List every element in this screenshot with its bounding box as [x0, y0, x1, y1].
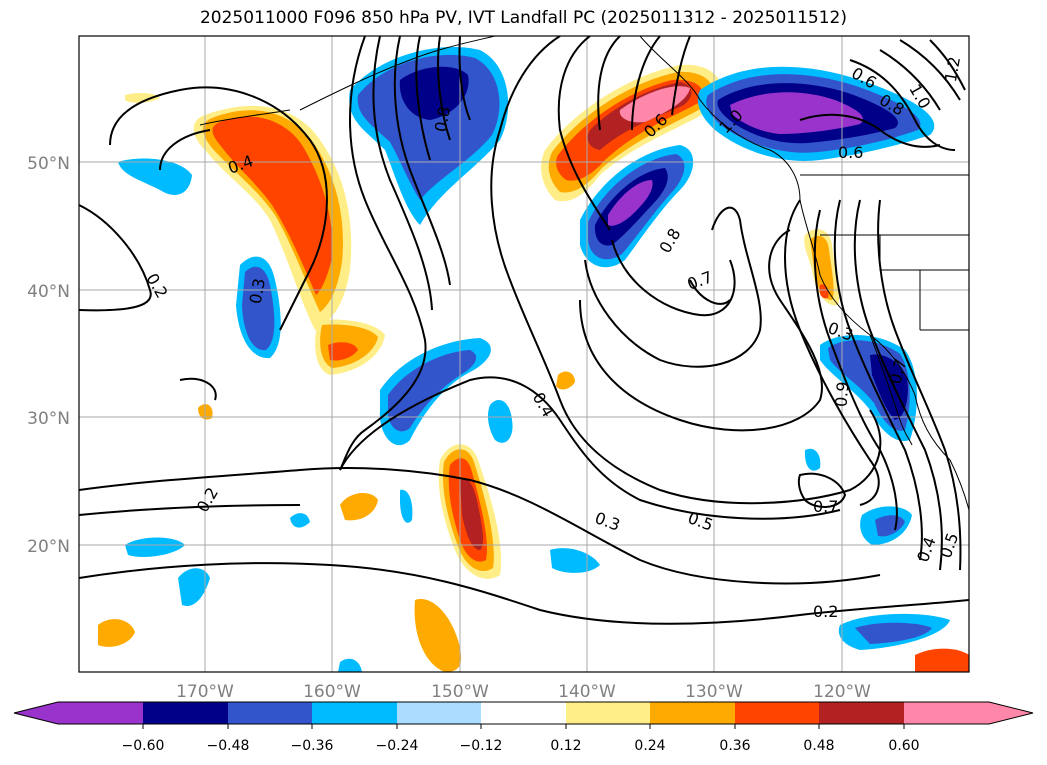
- map-title: 2025011000 F096 850 hPa PV, IVT Landfall…: [199, 8, 847, 28]
- lat-label-40n: 40°N: [27, 282, 70, 302]
- lat-tick-labels: 50°N 40°N 30°N 20°N: [27, 154, 70, 557]
- contour-label: 0.9: [831, 381, 852, 408]
- lat-label-20n: 20°N: [27, 537, 70, 557]
- contour-label: 0.2: [813, 602, 838, 621]
- contour-label: 0.3: [246, 277, 269, 305]
- colorbar-seg: [397, 702, 481, 724]
- lon-label-160w: 160°W: [303, 682, 361, 702]
- colorbar-seg: [58, 702, 143, 724]
- colorbar-extend-low: [14, 702, 58, 724]
- colorbar: −0.60 −0.48 −0.36 −0.24 −0.12 0.12 0.24 …: [13, 701, 1034, 754]
- lon-label-120w: 120°W: [813, 682, 871, 702]
- colorbar-tick-label: −0.12: [460, 738, 503, 754]
- contour-label: 0.8: [431, 105, 454, 133]
- colorbar-tick-label: −0.60: [122, 738, 165, 754]
- lon-label-130w: 130°W: [685, 682, 743, 702]
- lat-label-50n: 50°N: [27, 154, 70, 174]
- contour-label: 1.2: [941, 55, 964, 83]
- lon-tick-labels: 170°W 160°W 150°W 140°W 130°W 120°W: [176, 682, 871, 702]
- colorbar-seg: [904, 702, 989, 724]
- colorbar-tick-label: 0.24: [634, 738, 665, 754]
- map-border: [78, 35, 970, 673]
- colorbar-seg: [819, 702, 904, 724]
- lat-label-30n: 30°N: [27, 409, 70, 429]
- ivt-contours: [79, 36, 969, 625]
- lon-label-150w: 150°W: [431, 682, 489, 702]
- lon-label-140w: 140°W: [558, 682, 616, 702]
- colorbar-outline: [13, 701, 1034, 725]
- colorbar-tick-label: 0.12: [550, 738, 581, 754]
- colorbar-seg: [735, 702, 819, 724]
- graticule: [79, 36, 969, 672]
- colorbar-tick-label: 0.36: [719, 738, 750, 754]
- colorbar-tick-label: −0.36: [291, 738, 334, 754]
- colorbar-seg: [312, 702, 397, 724]
- colorbar-seg: [143, 702, 228, 724]
- contour-label: 0.6: [838, 143, 863, 162]
- colorbar-seg: [228, 702, 312, 724]
- colorbar-tick-label: −0.24: [376, 738, 419, 754]
- colorbar-tick-label: 0.48: [803, 738, 834, 754]
- colorbar-seg: [481, 702, 566, 724]
- colorbar-extend-high: [989, 702, 1033, 724]
- lon-label-170w: 170°W: [176, 682, 234, 702]
- colorbar-seg: [566, 702, 650, 724]
- coastlines: [199, 36, 969, 511]
- colorbar-tick-label: −0.48: [207, 738, 250, 754]
- colorbar-seg: [650, 702, 735, 724]
- contour-label: 0.7: [813, 497, 838, 516]
- colorbar-tick-label: 0.60: [888, 738, 919, 754]
